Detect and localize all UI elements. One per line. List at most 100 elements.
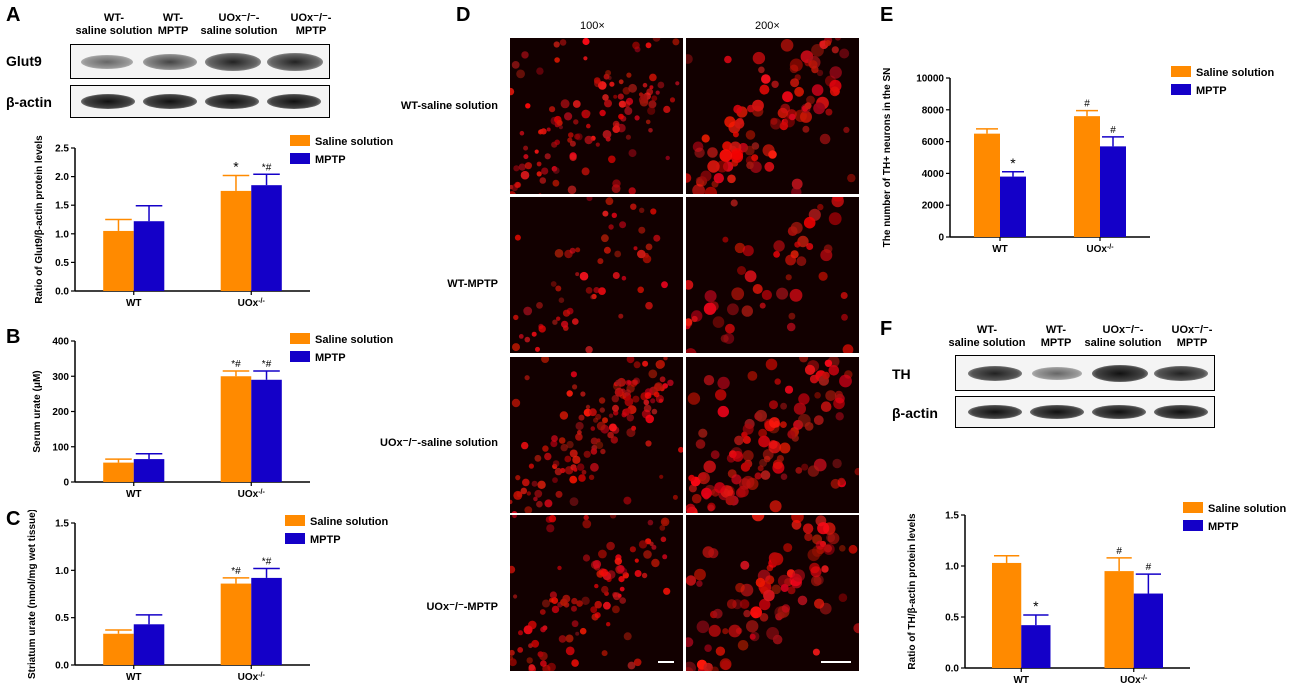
y-tick-label: 4000 xyxy=(922,169,945,180)
legend-swatch xyxy=(1183,520,1203,531)
legend-swatch xyxy=(1171,84,1191,95)
micrograph-r2-c1 xyxy=(510,197,683,353)
bar xyxy=(1074,116,1100,237)
blot-a-row-glut9-label: Glut9 xyxy=(6,53,42,69)
y-axis-label: Serum urate (μM) xyxy=(32,370,43,452)
panel-a-letter: A xyxy=(6,4,21,26)
legend-swatch xyxy=(285,533,305,544)
y-tick-label: 1.0 xyxy=(55,229,69,240)
legend-swatch xyxy=(290,135,310,146)
significance-mark: *# xyxy=(231,359,241,370)
legend-label: Saline solution xyxy=(1196,67,1275,79)
y-tick-label: 2.0 xyxy=(55,172,69,183)
blot-f-lane-1-label: WT-saline solution xyxy=(948,324,1026,349)
micrograph-r2-c2 xyxy=(686,197,859,353)
significance-mark: *# xyxy=(231,566,241,577)
significance-mark: *# xyxy=(262,556,272,567)
y-tick-label: 0 xyxy=(938,233,944,244)
micrograph-r1-c2 xyxy=(686,38,859,194)
scale-bar xyxy=(658,661,674,663)
y-axis-label: Ratio of Glut9/β-actin protein levels xyxy=(34,135,45,304)
y-tick-label: 400 xyxy=(52,337,69,348)
significance-mark: *# xyxy=(262,162,272,173)
x-tick-label: WT xyxy=(126,489,142,500)
significance-mark: *# xyxy=(262,359,272,370)
micrograph-r4-c1 xyxy=(510,515,683,671)
micrograph-r3-c1 xyxy=(510,357,683,513)
y-axis-label: The number of TH+ neurons in the SN xyxy=(882,68,893,248)
bar xyxy=(133,221,165,291)
bar xyxy=(1100,146,1126,237)
significance-mark: * xyxy=(233,158,239,174)
x-tick-label: UOx-/- xyxy=(1086,244,1114,256)
y-axis-label: Striatum urate (nmol/mg wet tissue) xyxy=(27,510,38,679)
y-tick-label: 2.5 xyxy=(55,144,69,155)
bar xyxy=(1104,571,1134,668)
y-axis-label: Ratio of TH/β-actin protein levels xyxy=(907,513,918,670)
blot-a-actin-strip xyxy=(70,85,330,118)
y-tick-label: 1.0 xyxy=(945,562,959,573)
significance-mark: # xyxy=(1084,99,1090,110)
micro-row-4-label: UOx⁻/⁻-MPTP xyxy=(426,601,498,613)
x-tick-label: UOx-/- xyxy=(238,672,266,684)
y-tick-label: 1.5 xyxy=(55,519,69,530)
y-tick-label: 0.5 xyxy=(55,613,69,624)
x-tick-label: UOx-/- xyxy=(238,298,266,310)
y-tick-label: 0.0 xyxy=(55,661,69,672)
micro-row-3-label: UOx⁻/⁻-saline solution xyxy=(380,437,498,449)
micrograph-r3-c2 xyxy=(686,357,859,513)
legend-label: MPTP xyxy=(315,352,346,364)
plot-area: 0.0 0.5 1.0 1.5 Striatum urate (nmol/mg wet … xyxy=(27,510,389,683)
panel-d-letter: D xyxy=(456,4,471,26)
blot-f-row-th-label: TH xyxy=(892,366,911,382)
micro-col-100x-label: 100× xyxy=(580,20,605,32)
legend-swatch xyxy=(290,333,310,344)
micro-row-2-label: WT-MPTP xyxy=(447,278,498,290)
legend-swatch xyxy=(1183,502,1203,513)
x-tick-label: WT xyxy=(992,244,1008,255)
legend-label: MPTP xyxy=(1196,85,1227,97)
significance-mark: * xyxy=(1033,598,1039,614)
blot-f-lane-4-label: UOx⁻/⁻- MPTP xyxy=(1171,324,1213,349)
scale-bar xyxy=(821,661,851,663)
panel-b-letter: B xyxy=(6,326,21,348)
chart-a-glut9-ratio: 0.0 0.5 1.0 1.5 2.0 2.5 Ratio of Glut9/β-actin… xyxy=(34,135,394,309)
significance-mark: # xyxy=(1146,562,1152,573)
y-tick-label: 200 xyxy=(52,407,69,418)
y-tick-label: 300 xyxy=(52,372,69,383)
y-tick-label: 0.5 xyxy=(945,613,959,624)
legend-label: Saline solution xyxy=(310,516,389,528)
y-tick-label: 1.0 xyxy=(55,566,69,577)
bar xyxy=(220,583,252,665)
blot-a-row-actin-label: β-actin xyxy=(6,94,52,110)
bar xyxy=(251,379,282,482)
bar xyxy=(251,577,282,665)
blot-f-row-actin-label: β-actin xyxy=(892,405,938,421)
legend-label: Saline solution xyxy=(1208,503,1287,515)
chart-b-serum-urate: 0 100 200 300 400 Serum urate (μM) WT UOx-/- *# *… xyxy=(32,333,394,500)
bar xyxy=(103,633,134,665)
blot-a-lane-4-label: UOx⁻/⁻- MPTP xyxy=(290,12,332,37)
bar xyxy=(251,185,282,291)
legend-label: MPTP xyxy=(310,534,341,546)
blot-a-glut9-strip xyxy=(70,44,330,79)
micro-row-1-label: WT-saline solution xyxy=(400,100,498,112)
legend-label: Saline solution xyxy=(315,334,394,346)
legend-label: MPTP xyxy=(1208,521,1239,533)
legend-label: MPTP xyxy=(315,154,346,166)
significance-mark: # xyxy=(1116,546,1122,557)
panel-f-letter: F xyxy=(880,318,893,340)
plot-area: 0 100 200 300 400 Serum urate (μM) WT UOx-/- *# *… xyxy=(32,333,394,500)
y-tick-label: 2000 xyxy=(922,201,945,212)
micrograph-r1-c1 xyxy=(510,38,683,194)
blot-f-actin-strip xyxy=(955,396,1215,428)
plot-area: 0.0 0.5 1.0 1.5 2.0 2.5 Ratio of Glut9/β-actin… xyxy=(34,135,394,309)
x-tick-label: UOx-/- xyxy=(1120,675,1148,687)
bar xyxy=(1021,625,1051,668)
significance-mark: # xyxy=(1110,125,1116,136)
x-tick-label: WT xyxy=(126,298,142,309)
y-tick-label: 10000 xyxy=(916,74,944,85)
y-tick-label: 100 xyxy=(52,442,69,453)
y-tick-label: 1.5 xyxy=(945,511,959,522)
chart-f-th-ratio: 0.0 0.5 1.0 1.5 Ratio of TH/β-actin protein … xyxy=(907,502,1287,687)
